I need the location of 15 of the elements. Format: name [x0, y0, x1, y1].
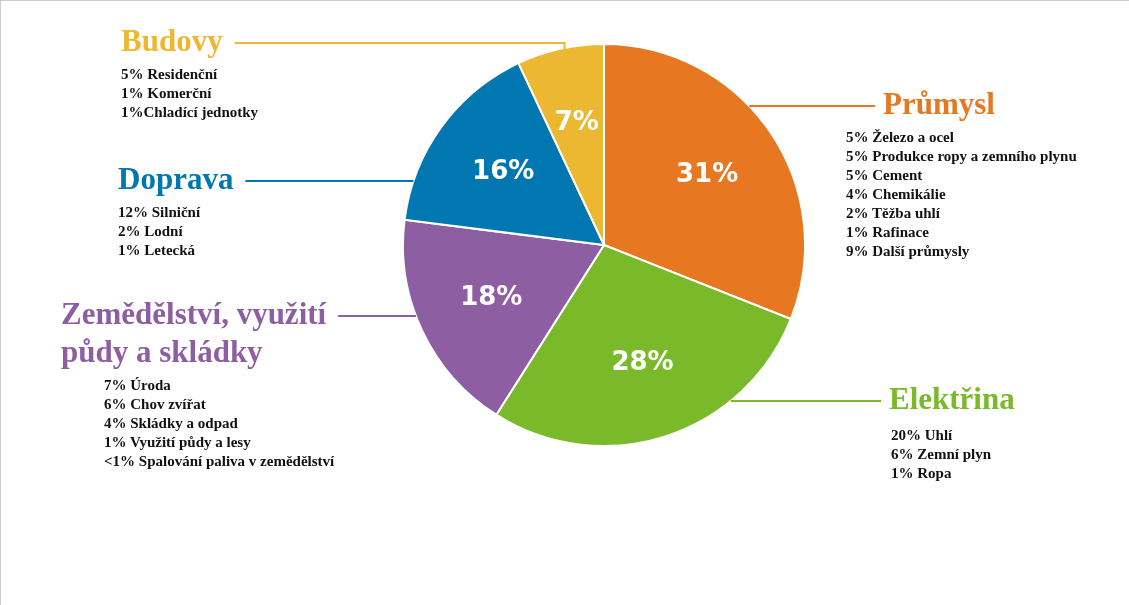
data-label: 28%	[611, 346, 674, 377]
slice-label: Budovy	[121, 23, 224, 59]
text: 20% Uhlí 6% Zemní plyn 1% Ropa	[891, 427, 992, 482]
slice-label: Zemědělství, využití půdy a skládky	[61, 296, 327, 370]
text: 7% Úroda 6% Chov zvířat 4% Skládky a odpad 1% Využití půdy a lesy <1% Spalování paliva v zemědělství	[104, 377, 336, 470]
slice-label: Doprava	[118, 161, 234, 197]
text: 5% Železo a ocel 5% Produkce ropy a zemního plynu 5% Cement 4% Chemikálie 2% Těžba uhlí 1% Rafinace 9% Další průmysly	[846, 129, 1077, 260]
slice-label: Elektřina	[889, 381, 1016, 417]
slice-label: Průmysl	[883, 86, 996, 122]
data-label: 16%	[472, 154, 535, 185]
text: 12% Silniční 2% Lodní 1% Letecká	[118, 204, 201, 259]
data-label: 18%	[460, 280, 523, 311]
text: 5% Residenční 1% Komerční 1%Chladící jednotky	[121, 66, 259, 121]
data-label: 31%	[675, 157, 739, 188]
data-label: 7%	[554, 106, 599, 137]
